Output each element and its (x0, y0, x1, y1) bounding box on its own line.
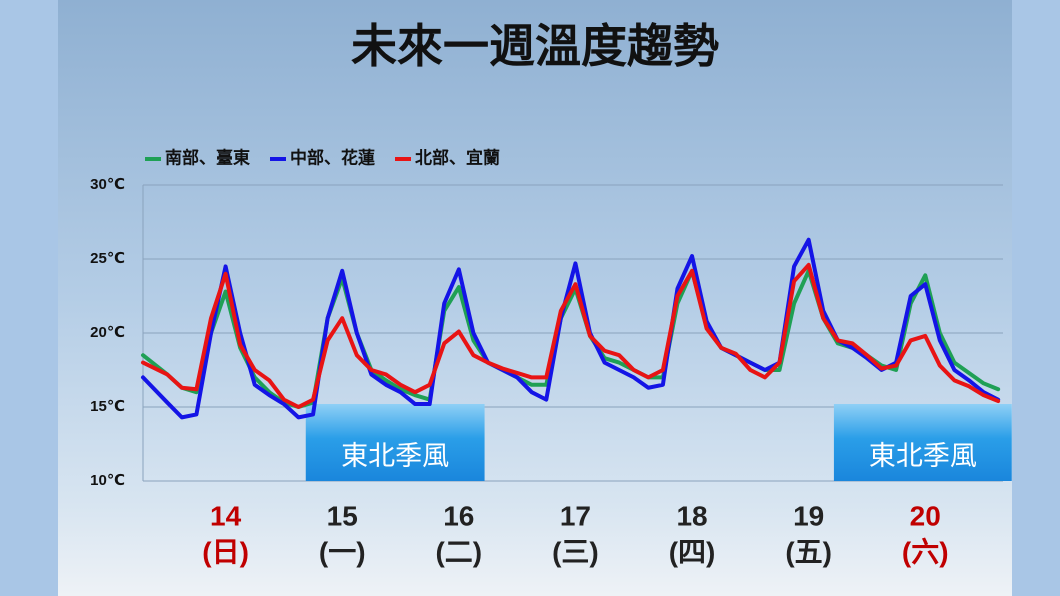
x-tick-label: 15 (327, 500, 358, 531)
series-line (141, 237, 1001, 420)
x-tick-sublabel: (四) (669, 536, 716, 567)
x-tick-sublabel: (二) (435, 536, 482, 567)
legend-label: 北部、宜蘭 (415, 147, 500, 167)
background (58, 0, 1012, 596)
x-tick-sublabel: (五) (785, 536, 832, 567)
y-tick-label: 10℃ (90, 472, 125, 489)
x-tick-sublabel: (一) (319, 536, 366, 567)
y-tick-label: 20℃ (90, 324, 125, 341)
y-tick-label: 25℃ (90, 250, 125, 267)
x-tick-sublabel: (三) (552, 536, 599, 567)
x-tick-label: 20 (910, 500, 941, 531)
annotation-text: 東北季風 (341, 441, 449, 471)
x-tick-label: 14 (210, 500, 242, 531)
x-tick-label: 17 (560, 500, 591, 531)
annotation-box (305, 404, 485, 481)
annotation-text: 東北季風 (869, 441, 977, 471)
x-tick-label: 16 (443, 500, 474, 531)
chart-title: 未來一週溫度趨勢 (351, 20, 719, 72)
y-tick-label: 15℃ (90, 398, 125, 415)
x-tick-sublabel: (六) (902, 536, 949, 567)
x-tick-label: 19 (793, 500, 824, 531)
series-line (141, 262, 1001, 409)
annotation-box (833, 404, 1012, 481)
y-tick-label: 30℃ (90, 176, 125, 193)
x-tick-sublabel: (日) (202, 536, 249, 567)
legend-label: 南部、臺東 (165, 147, 250, 167)
legend-label: 中部、花蓮 (290, 147, 375, 167)
x-tick-label: 18 (676, 500, 707, 531)
